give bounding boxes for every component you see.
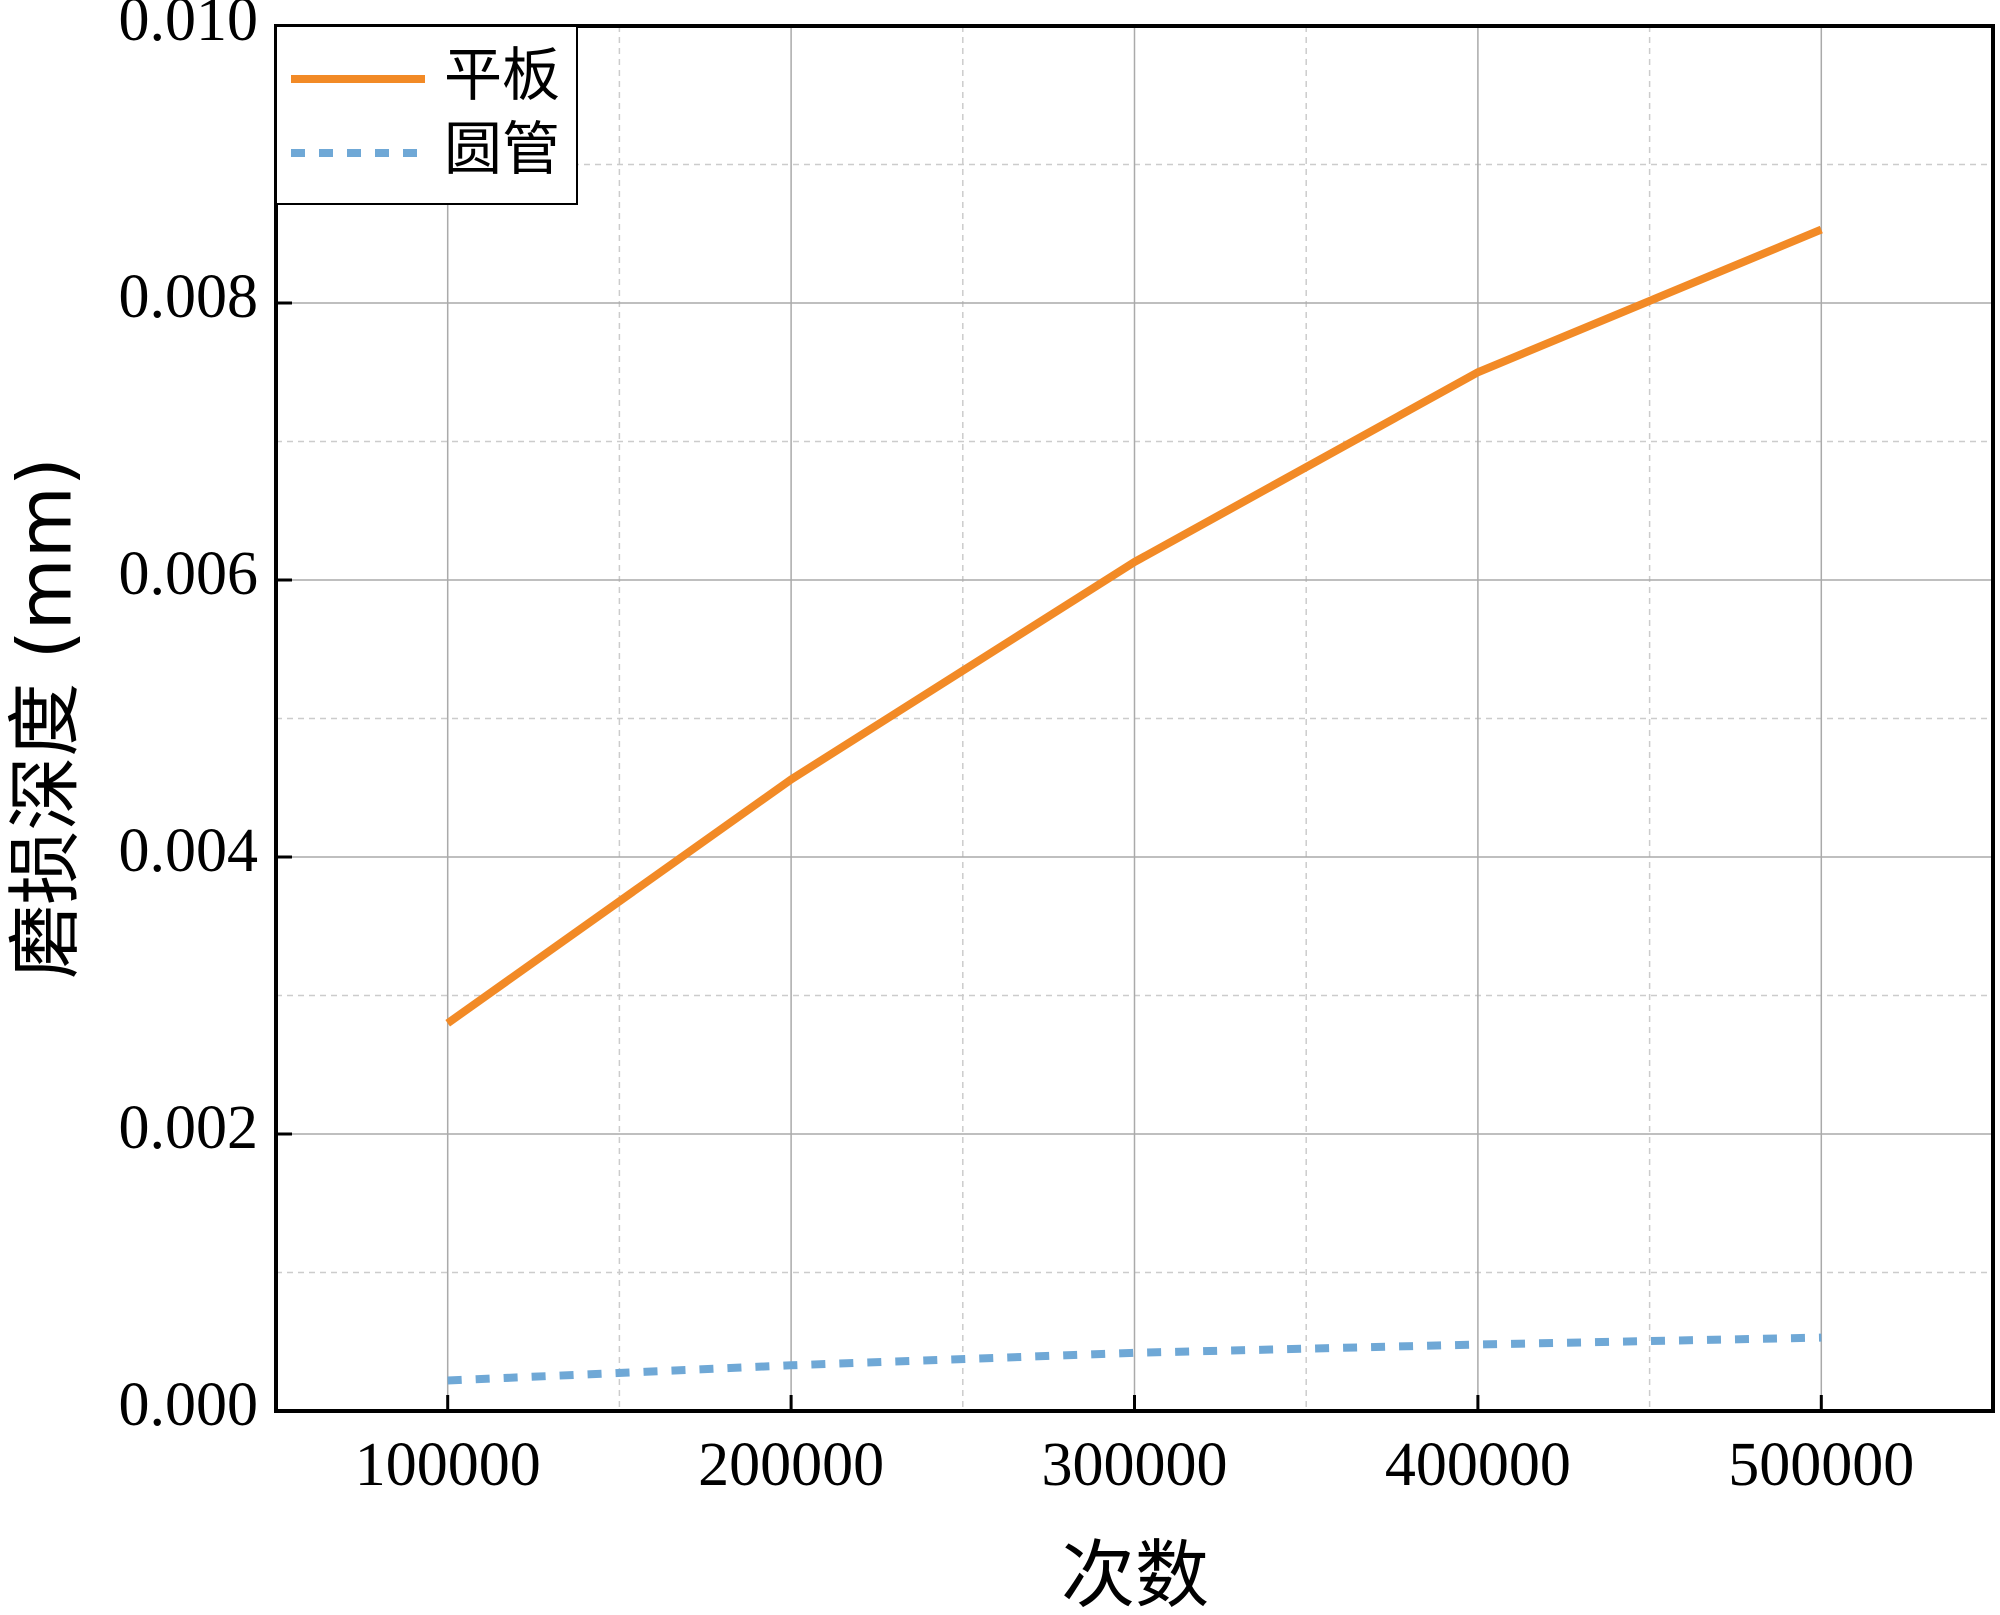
x-tick-label: 400000: [1385, 1431, 1571, 1499]
y-tick-label: 0.006: [119, 540, 259, 608]
y-axis-title: 磨损深度 (mm): [3, 457, 89, 978]
y-tick-label: 0.008: [119, 263, 259, 331]
x-tick-label: 200000: [698, 1431, 884, 1499]
x-tick-label: 300000: [1042, 1431, 1228, 1499]
data-line: [447, 1333, 1822, 1385]
x-axis-title: 次数: [1061, 1533, 1209, 1615]
y-tick-label: 0.000: [119, 1371, 259, 1439]
y-tick-label: 0.004: [119, 817, 259, 885]
x-tick-label: 500000: [1728, 1431, 1914, 1499]
data-line: [445, 225, 1823, 1027]
y-tick-label: 0.002: [119, 1094, 259, 1162]
x-tick-label: 100000: [355, 1431, 541, 1499]
y-tick-label: 0.010: [119, 0, 259, 54]
legend-label: 平板: [444, 41, 560, 109]
legend-label: 圆管: [444, 115, 560, 183]
legend-box: [275, 25, 578, 205]
plot-frame: [274, 24, 1995, 1413]
